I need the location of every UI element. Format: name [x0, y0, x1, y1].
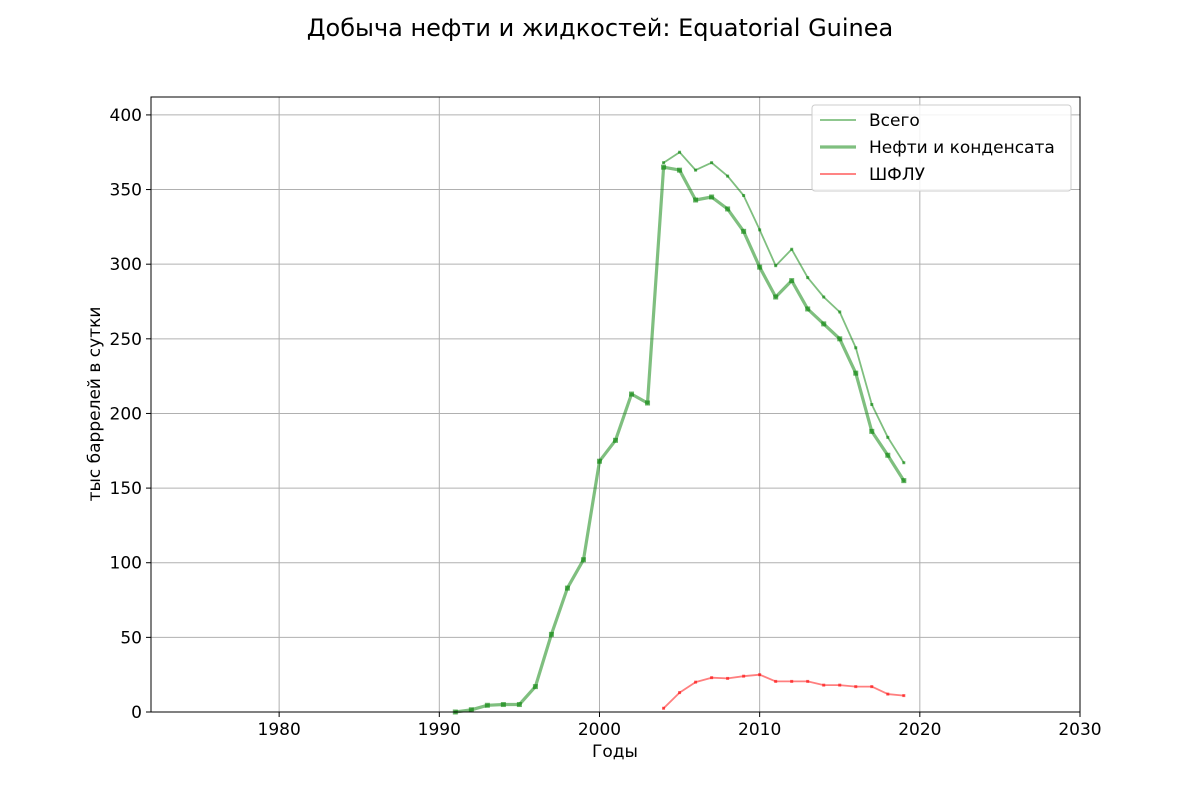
series-1-point: [870, 403, 874, 406]
series-1-point: [758, 228, 762, 232]
series-2-point: [805, 306, 811, 312]
series-1-point: [902, 461, 906, 465]
series-3-point: [694, 680, 698, 684]
series-2-point: [516, 702, 522, 708]
series-2-point: [500, 702, 506, 708]
series-3-point: [870, 685, 874, 689]
legend-label-3: ШФЛУ: [869, 165, 926, 185]
series-3-point: [662, 706, 666, 710]
series-1-point: [726, 174, 730, 178]
series-2-point: [837, 336, 843, 342]
series-3-point: [838, 683, 842, 687]
series-3: [662, 673, 906, 710]
series-2-point: [789, 278, 795, 284]
series-2-point: [741, 228, 747, 234]
series-3-point: [854, 685, 858, 689]
series-1-point: [838, 310, 842, 314]
series-2-point: [596, 458, 602, 464]
series-1-point: [806, 276, 810, 280]
y-tick-label: 0: [131, 703, 142, 723]
series-2-point: [693, 197, 699, 203]
legend-label-2: Нефти и конденсата: [869, 138, 1055, 158]
series-3-point: [822, 683, 826, 687]
x-tick-label: 2010: [738, 720, 781, 740]
x-tick-label: 1980: [258, 720, 301, 740]
y-tick-label: 100: [110, 554, 142, 574]
y-tick-label: 400: [110, 106, 142, 126]
series-3-point: [902, 694, 906, 698]
series-3-point: [742, 674, 746, 678]
ticks: 1980 1990 2000 2010 2020 2030 0 50 100 150 200 250 3…: [110, 106, 1102, 740]
series-1-point: [886, 435, 890, 439]
series-2-point: [548, 631, 554, 637]
y-tick-label: 250: [110, 330, 142, 350]
series-3-point: [758, 673, 762, 677]
x-tick-label: 2000: [578, 720, 621, 740]
y-axis-label: тыс баррелей в сутки: [85, 307, 105, 502]
series-2-point: [677, 167, 683, 173]
series-3-point: [710, 676, 714, 680]
series-1-line: [662, 151, 905, 464]
series-1: [662, 150, 906, 465]
series-2-point: [629, 391, 635, 397]
series-2-point: [580, 557, 586, 563]
y-tick-label: 150: [110, 479, 142, 499]
series-1-point: [662, 161, 666, 165]
x-tick-label: 2020: [898, 720, 941, 740]
series-2: [452, 164, 907, 715]
series-1-point: [710, 161, 714, 165]
y-tick-label: 200: [110, 404, 142, 424]
series-2-point: [821, 321, 827, 327]
series-3-point: [726, 676, 730, 680]
series-2-point: [885, 452, 891, 458]
series-2-point: [564, 585, 570, 591]
legend: Всего Нефти и конденсата ШФЛУ: [811, 104, 1072, 192]
series-3-point: [774, 679, 778, 683]
series-3-point: [790, 679, 794, 683]
series-1-point: [822, 295, 826, 299]
series-1-point: [790, 247, 794, 251]
series-1-point: [742, 194, 746, 198]
series-3-point: [678, 691, 682, 695]
x-tick-label: 2030: [1058, 720, 1101, 740]
series-2-point: [901, 478, 907, 484]
grid: [151, 97, 1081, 713]
series-2-point: [869, 428, 875, 434]
series-3-point: [806, 679, 810, 683]
series-2-point: [613, 437, 618, 443]
series-1-point: [694, 168, 698, 172]
series-3-point: [886, 692, 890, 696]
plot-frame: [150, 96, 1081, 713]
x-tick-label: 1990: [418, 720, 461, 740]
series-2-point: [645, 400, 651, 406]
series-2-point: [661, 164, 667, 170]
y-tick-label: 300: [110, 255, 142, 275]
y-tick-label: 350: [110, 181, 142, 201]
series-2-point: [484, 702, 490, 708]
x-axis-label: Годы: [592, 742, 638, 762]
series-1-point: [774, 264, 778, 268]
series-layer: [452, 150, 907, 715]
legend-label-1: Всего: [869, 111, 920, 131]
series-2-point: [709, 194, 715, 200]
series-1-point: [678, 150, 682, 154]
y-tick-label: 50: [120, 628, 142, 648]
legend-frame: [811, 104, 1072, 192]
series-2-point: [853, 370, 859, 376]
series-1-point: [854, 346, 858, 350]
series-3-line: [662, 673, 905, 710]
series-2-point: [757, 264, 763, 270]
series-2-point: [725, 206, 731, 212]
chart-title: Добыча нефти и жидкостей: Equatorial Gui…: [307, 14, 893, 42]
series-2-point: [773, 294, 779, 300]
series-2-point: [468, 707, 474, 713]
series-2-point: [532, 684, 538, 690]
